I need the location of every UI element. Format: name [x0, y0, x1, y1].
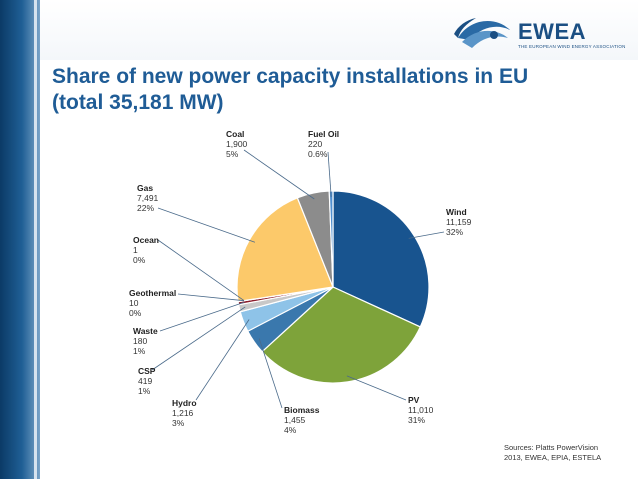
slice-label-hydro: Hydro 1,216 3% — [172, 398, 197, 428]
ewea-logo-icon — [454, 18, 510, 48]
slice-percent-gas: 22% — [137, 203, 154, 213]
sources-line-1: Sources: Platts PowerVision — [504, 443, 599, 452]
leader-line-ocean — [157, 239, 245, 301]
slice-percent-biomass: 4% — [284, 425, 297, 435]
leader-lines — [151, 149, 445, 409]
title-line-1: Share of new power capacity installation… — [52, 65, 529, 88]
slice-label-wind: Wind 11,159 32% — [446, 207, 472, 237]
slice-value-hydro: 1,216 — [172, 408, 194, 418]
slice-label-coal: Coal 1,900 5% — [226, 129, 248, 159]
slice-label-pv: PV 11,010 31% — [408, 395, 434, 425]
page-title: Share of new power capacity installation… — [52, 64, 612, 116]
pie-slices — [236, 190, 430, 384]
slice-label-waste: Waste 180 1% — [133, 326, 158, 356]
slice-value-fuel-oil: 220 — [308, 139, 322, 149]
slice-percent-csp: 1% — [138, 386, 151, 396]
slice-value-geothermal: 10 — [129, 298, 139, 308]
slice-percent-geothermal: 0% — [129, 308, 142, 318]
header-band — [40, 0, 638, 60]
slice-value-ocean: 1 — [133, 245, 138, 255]
slice-percent-pv: 31% — [408, 415, 425, 425]
band-stripe — [34, 0, 37, 479]
slice-name-gas: Gas — [137, 183, 153, 193]
slice-labels: Wind 11,159 32% PV 11,010 31% Biomass 1,455 4% Hy… — [129, 129, 472, 435]
slice-percent-wind: 32% — [446, 227, 463, 237]
slice-value-biomass: 1,455 — [284, 415, 306, 425]
slice-label-biomass: Biomass 1,455 4% — [284, 405, 320, 435]
slice-label-gas: Gas 7,491 22% — [137, 183, 159, 213]
slice-name-ocean: Ocean — [133, 235, 159, 245]
title-line-2: (total 35,181 MW) — [52, 91, 224, 114]
leader-line-fuel-oil — [327, 151, 332, 198]
slice-name-coal: Coal — [226, 129, 244, 139]
slice-name-fuel-oil: Fuel Oil — [308, 129, 339, 139]
slice-value-coal: 1,900 — [226, 139, 248, 149]
slice-label-csp: CSP 419 1% — [138, 366, 156, 396]
leader-line-csp — [151, 306, 246, 371]
logo-wordmark: EWEA — [518, 19, 586, 44]
slice-name-csp: CSP — [138, 366, 156, 376]
leader-line-gas — [157, 207, 256, 243]
slice-name-waste: Waste — [133, 326, 158, 336]
pie-slice-pv — [261, 286, 422, 384]
leader-line-wind — [408, 231, 445, 239]
leader-line-coal — [243, 149, 315, 200]
slice-name-hydro: Hydro — [172, 398, 197, 408]
slice-value-pv: 11,010 — [408, 405, 434, 415]
slice-value-gas: 7,491 — [137, 193, 159, 203]
slice-percent-coal: 5% — [226, 149, 239, 159]
slice-name-biomass: Biomass — [284, 405, 320, 415]
slice-name-pv: PV — [408, 395, 420, 405]
slice-label-ocean: Ocean 1 0% — [133, 235, 159, 265]
sources-line-2: 2013, EWEA, EPIA, ESTELA — [504, 453, 602, 462]
leader-line-hydro — [195, 319, 250, 401]
slice-label-fuel-oil: Fuel Oil 220 0.6% — [308, 129, 339, 159]
left-decorative-band — [0, 0, 40, 479]
slice-percent-fuel-oil: 0.6% — [308, 149, 328, 159]
logo-tagline: THE EUROPEAN WIND ENERGY ASSOCIATION — [518, 44, 626, 49]
slice-value-csp: 419 — [138, 376, 152, 386]
leader-line-biomass — [258, 338, 283, 409]
slice-value-waste: 180 — [133, 336, 147, 346]
pie-slice-wind — [332, 190, 430, 328]
slice-name-geothermal: Geothermal — [129, 288, 176, 298]
slice-percent-hydro: 3% — [172, 418, 185, 428]
pie-slice-gas — [236, 197, 334, 303]
leader-line-geothermal — [177, 293, 245, 302]
slice-label-geothermal: Geothermal 10 0% — [129, 288, 176, 318]
slice-value-wind: 11,159 — [446, 217, 472, 227]
slice-percent-ocean: 0% — [133, 255, 146, 265]
leader-line-pv — [346, 375, 407, 401]
slice-percent-waste: 1% — [133, 346, 146, 356]
sources-note: Sources: Platts PowerVision 2013, EWEA, … — [504, 443, 634, 463]
leader-line-waste — [159, 301, 245, 332]
slice-name-wind: Wind — [446, 207, 467, 217]
